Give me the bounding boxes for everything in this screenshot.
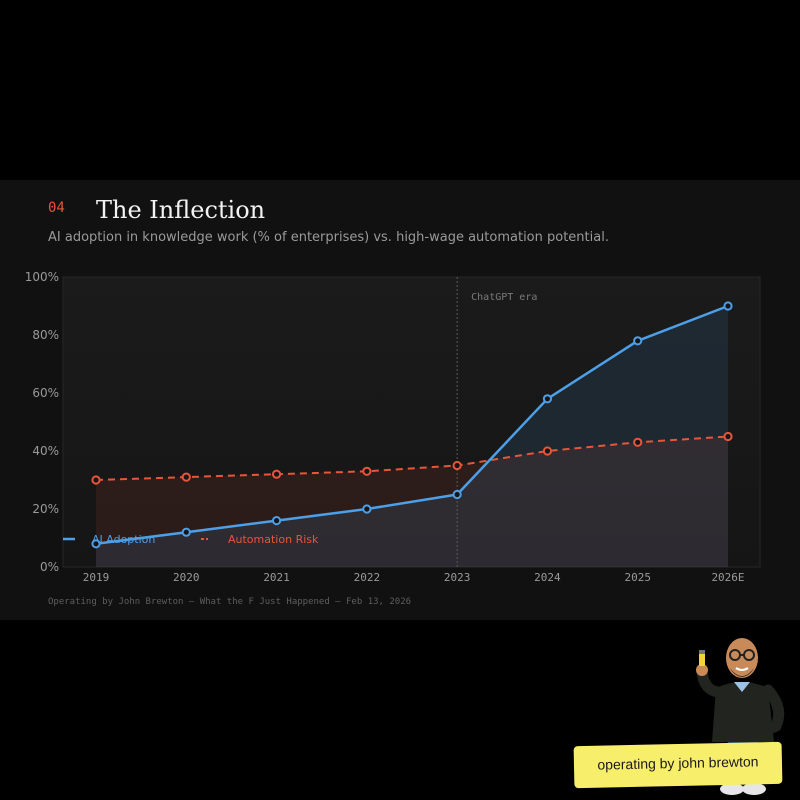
- x-tick-label: 2022: [354, 571, 381, 584]
- y-tick-label: 0%: [40, 560, 59, 574]
- ai-adoption-point: [271, 516, 282, 526]
- ai-adoption-point: [452, 489, 462, 500]
- automation-risk-point: [271, 469, 282, 479]
- x-tick-label: 2026E: [711, 571, 744, 584]
- x-tick-label: 2025: [624, 571, 651, 584]
- ai-adoption-point: [633, 336, 643, 346]
- legend-label-ai-adoption: AI Adoption: [92, 533, 155, 546]
- ai-adoption-point: [542, 394, 553, 404]
- automation-risk-point: [362, 466, 372, 476]
- annotation-label: ChatGPT era: [471, 292, 537, 303]
- chart-subtitle: AI adoption in knowledge work (% of ente…: [48, 230, 609, 245]
- automation-risk-point: [542, 446, 553, 456]
- automation-risk-point: [452, 460, 462, 471]
- y-tick-label: 100%: [25, 270, 59, 284]
- ai-adoption-area: [96, 306, 728, 567]
- y-tick-label: 60%: [32, 386, 59, 400]
- ai-adoption-point: [181, 527, 191, 537]
- section-number: 04: [48, 200, 65, 216]
- plot-area: [62, 276, 761, 568]
- y-tick-label: 20%: [32, 502, 59, 516]
- x-tick-label: 2021: [263, 571, 290, 584]
- automation-risk-point: [633, 437, 643, 447]
- automation-risk-line: [95, 435, 729, 481]
- ai-adoption-point: [91, 539, 101, 549]
- ai-adoption-line: [95, 304, 729, 546]
- x-tick-label: 2019: [83, 571, 110, 584]
- chart-title: The Inflection: [96, 196, 266, 224]
- ai-adoption-point: [362, 504, 372, 514]
- x-tick-label: 2023: [444, 571, 471, 584]
- ai-adoption-point: [723, 301, 733, 311]
- y-tick-label: 80%: [32, 328, 59, 342]
- x-tick-label: 2024: [534, 571, 561, 584]
- automation-risk-point: [723, 431, 733, 442]
- branding-badge: operating by john brewton: [573, 741, 783, 789]
- automation-risk-point: [91, 475, 101, 485]
- footer-credit: Operating by John Brewton — What the F J…: [48, 597, 412, 607]
- automation-risk-point: [181, 472, 191, 482]
- x-tick-label: 2020: [173, 571, 200, 584]
- y-tick-label: 40%: [32, 444, 59, 458]
- branding-badge-text: operating by john brewton: [597, 753, 759, 773]
- legend-label-automation-risk: Automation Risk: [228, 533, 319, 546]
